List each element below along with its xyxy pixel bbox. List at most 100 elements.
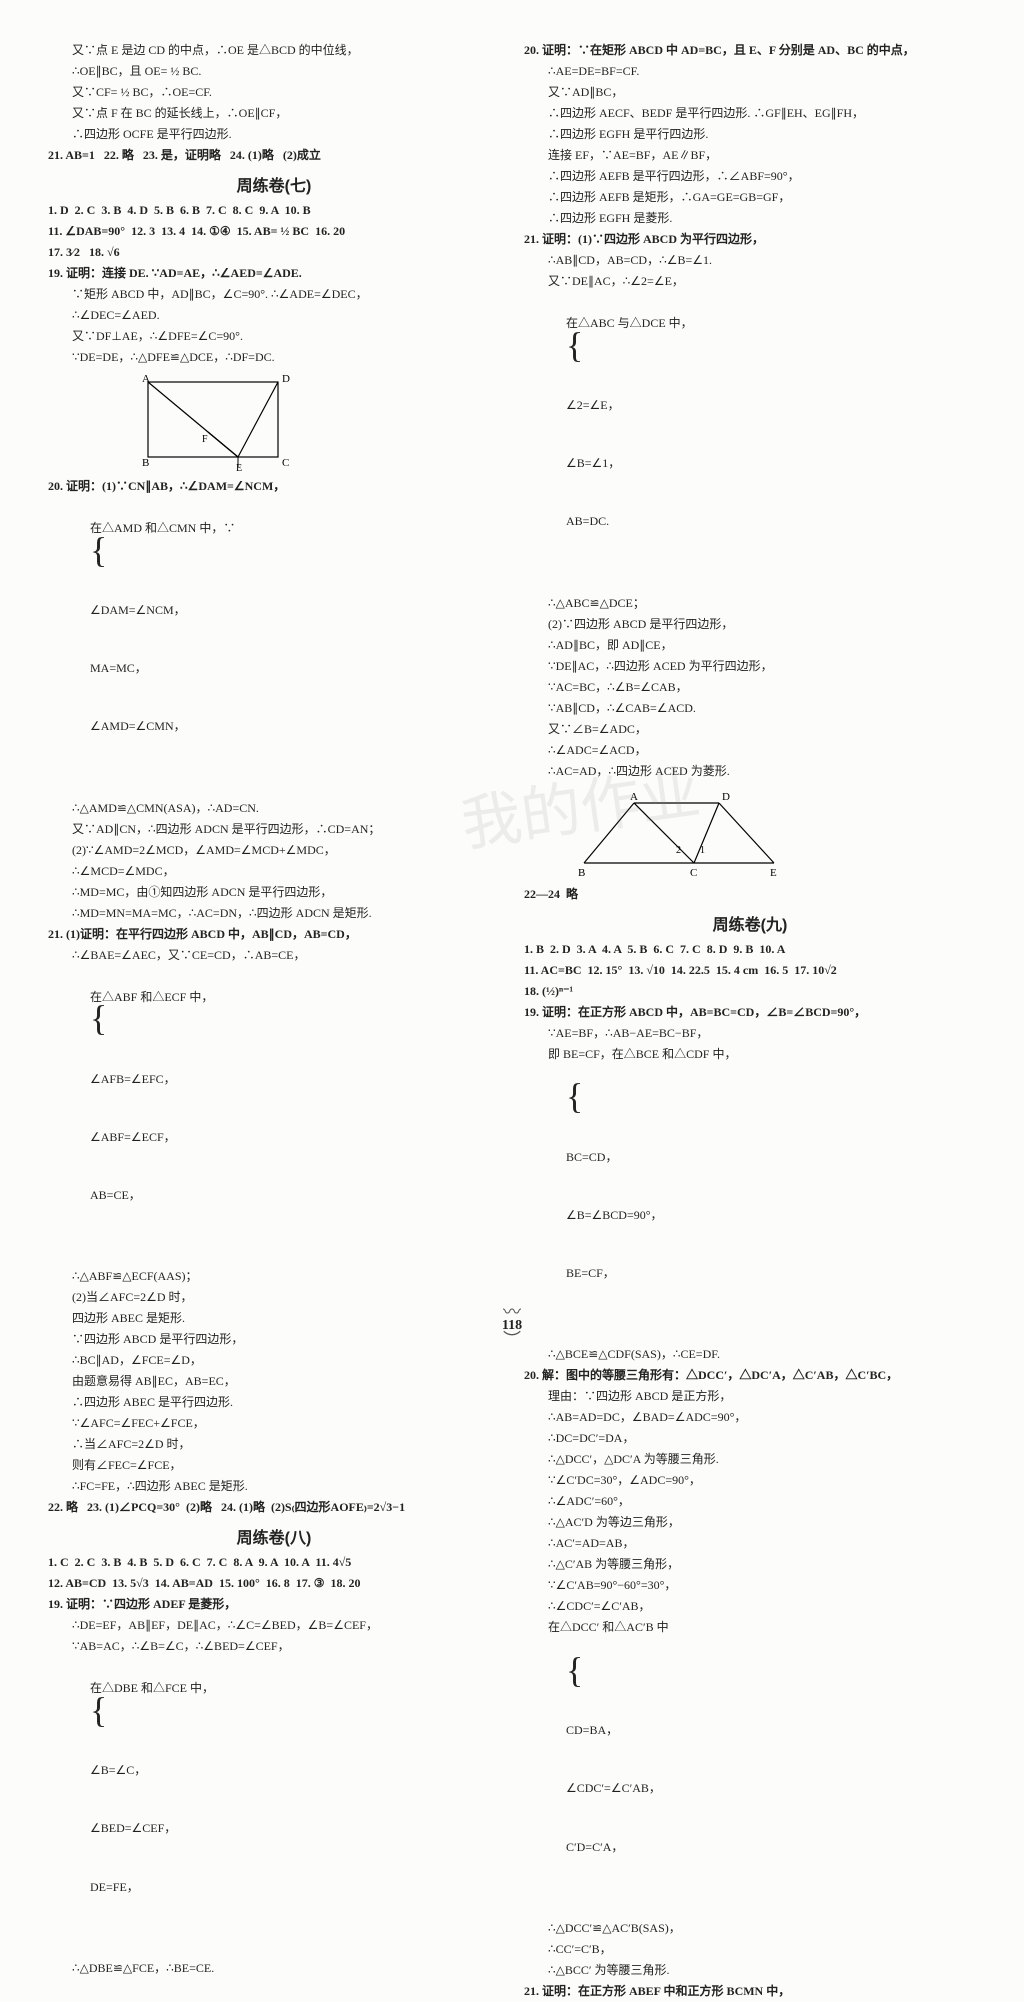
text-line: 22—24 略 — [524, 884, 976, 905]
proof-line: 21. (1)证明：在平行四边形 ABCD 中，AB∥CD，AB=CD， — [48, 924, 500, 945]
answers-line: 17. 3⁄2 18. √6 — [48, 242, 500, 263]
proof-line: (2)当∠AFC=2∠D 时， — [48, 1287, 500, 1308]
section-title-week9: 周练卷(九) — [524, 911, 976, 935]
proof-line: 又∵AD∥BC， — [524, 82, 976, 103]
proof-line: 连接 EF，∵AE=BF，AE∥BF， — [524, 145, 976, 166]
answers-line: 1. B 2. D 3. A 4. A 5. B 6. C 7. C 8. D … — [524, 939, 976, 960]
proof-line: ∴四边形 AEFB 是矩形，∴GA=GE=GB=GF， — [524, 187, 976, 208]
proof-line: ∴FC=FE，∴四边形 ABEC 是矩形. — [48, 1476, 500, 1497]
proof-line: 20. 证明：(1)∵CN∥AB，∴∠DAM=∠NCM， — [48, 476, 500, 497]
proof-line: ∴△BCE≌△CDF(SAS)，∴CE=DF. — [524, 1344, 976, 1365]
proof-line: ∴∠CDC′=∠C′AB， — [524, 1596, 976, 1617]
proof-line: ∵AC=BC，∴∠B=∠CAB， — [524, 677, 976, 698]
svg-text:E: E — [770, 867, 777, 878]
proof-line: ∴△ABF≌△ECF(AAS)； — [48, 1266, 500, 1287]
proof-line: ∴BC∥AD，∠FCE=∠D， — [48, 1350, 500, 1371]
proof-line: ∴AE=DE=BF=CF. — [524, 61, 976, 82]
proof-line: 在△DBE 和△FCE 中， { ∠B=∠C， ∠BED=∠CEF， DE=FE… — [48, 1657, 500, 1958]
proof-line: ∵∠C′DC=30°，∠ADC=90°， — [524, 1470, 976, 1491]
svg-text:A: A — [142, 373, 150, 385]
proof-line: 19. 证明：在正方形 ABCD 中，AB=BC=CD，∠B=∠BCD=90°， — [524, 1002, 976, 1023]
text-line: 又∵点 F 在 BC 的延长线上，∴OE∥CF， — [48, 103, 500, 124]
proof-line: ∴△DBE≌△FCE，∴BE=CE. — [48, 1958, 500, 1979]
proof-line: 又∵DF⊥AE，∴∠DFE=∠C=90°. — [48, 326, 500, 347]
proof-line: (2)∵∠AMD=2∠MCD，∠AMD=∠MCD+∠MDC， — [48, 840, 500, 861]
proof-line: ∴△C′AB 为等腰三角形， — [524, 1554, 976, 1575]
proof-line: 四边形 ABEC 是矩形. — [48, 1308, 500, 1329]
svg-text:A: A — [630, 791, 638, 803]
proof-line: ∴AC′=AD=AB， — [524, 1533, 976, 1554]
ornament-icon: 〰︎ — [502, 1306, 522, 1319]
proof-line: 21. 证明：在正方形 ABEF 中和正方形 BCMN 中， — [524, 1981, 976, 2002]
svg-text:E: E — [236, 463, 242, 472]
proof-line: 由题意易得 AB∥EC，AB=EC， — [48, 1371, 500, 1392]
proof-line: ∴MD=MC，由①知四边形 ADCN 是平行四边形， — [48, 882, 500, 903]
proof-line: ∴DE=EF，AB∥EF，DE∥AC，∴∠C=∠BED，∠B=∠CEF， — [48, 1615, 500, 1636]
text-line: 又∵点 E 是边 CD 的中点，∴OE 是△BCD 的中位线， — [48, 40, 500, 61]
right-column: 20. 证明：∵在矩形 ABCD 中 AD=BC，且 E、F 分别是 AD、BC… — [524, 40, 976, 1300]
proof-line: 在△ABF 和△ECF 中， { ∠AFB=∠EFC， ∠ABF=∠ECF， A… — [48, 966, 500, 1267]
proof-line: ∴∠DEC=∠AED. — [48, 305, 500, 326]
proof-line: ∴四边形 AECF、BEDF 是平行四边形. ∴GF∥EH、EG∥FH， — [524, 103, 976, 124]
svg-text:F: F — [202, 434, 208, 445]
text-line: 22. 略 23. (1)∠PCQ=30° (2)略 24. (1)略 (2)S… — [48, 1497, 500, 1518]
proof-line: 在△DCC′ 和△AC′B 中 — [524, 1617, 976, 1638]
answers-line: 12. AB=CD 13. 5√3 14. AB=AD 15. 100° 16.… — [48, 1573, 500, 1594]
two-column-layout: 又∵点 E 是边 CD 的中点，∴OE 是△BCD 的中位线， ∴OE∥BC，且… — [48, 40, 976, 1300]
proof-line: ∴四边形 EGFH 是菱形. — [524, 208, 976, 229]
proof-line: ∴△AMD≌△CMN(ASA)，∴AD=CN. — [48, 798, 500, 819]
diagram-triangle-ABCDE: A D B C E 2 1 — [564, 788, 784, 878]
proof-line: ∵∠AFC=∠FEC+∠FCE， — [48, 1413, 500, 1434]
proof-line: ∴△BCC′ 为等腰三角形. — [524, 1960, 976, 1981]
proof-line: ∴四边形 ABEC 是平行四边形. — [48, 1392, 500, 1413]
svg-text:D: D — [282, 373, 290, 385]
svg-text:1: 1 — [700, 845, 705, 856]
proof-line: ∴AB∥CD，AB=CD，∴∠B=∠1. — [524, 250, 976, 271]
proof-line: 即 BE=CF，在△BCE 和△CDF 中， — [524, 1044, 976, 1065]
section-title-week7: 周练卷(七) — [48, 172, 500, 196]
proof-line: ∴AB=AD=DC，∠BAD=∠ADC=90°， — [524, 1407, 976, 1428]
answers-line: 11. AC=BC 12. 15° 13. √10 14. 22.5 15. 4… — [524, 960, 976, 981]
proof-line: ∴△DCC′≌△AC′B(SAS)， — [524, 1918, 976, 1939]
proof-line: (2)∵四边形 ABCD 是平行四边形， — [524, 614, 976, 635]
proof-line: ∴∠BAE=∠AEC，又∵CE=CD，∴AB=CE， — [48, 945, 500, 966]
svg-text:2: 2 — [676, 845, 681, 856]
proof-line: ∴四边形 EGFH 是平行四边形. — [524, 124, 976, 145]
proof-line: 20. 解：图中的等腰三角形有：△DCC′，△DC′A，△C′AB，△C′BC， — [524, 1365, 976, 1386]
section-title-week8: 周练卷(八) — [48, 1524, 500, 1548]
proof-line: 在△AMD 和△CMN 中，∵ { ∠DAM=∠NCM， MA=MC， ∠AMD… — [48, 497, 500, 798]
answers-line: 11. ∠DAB=90° 12. 3 13. 4 14. ①④ 15. AB= … — [48, 221, 500, 242]
proof-line: ∴四边形 AEFB 是平行四边形，∴∠ABF=90°， — [524, 166, 976, 187]
text-line: 又∵CF= ½ BC，∴OE=CF. — [48, 82, 500, 103]
proof-line: ∴当∠AFC=2∠D 时， — [48, 1434, 500, 1455]
proof-line: ∵DE=DE，∴△DFE≌△DCE，∴DF=DC. — [48, 347, 500, 368]
proof-line: ∴△ABC≌△DCE； — [524, 593, 976, 614]
page-footer: 〰︎ 118 ︶ — [502, 1306, 522, 1347]
text-line: 21. AB=1 22. 略 23. 是，证明略 24. (1)略 (2)成立 — [48, 145, 500, 166]
answers-line: 18. (½)ⁿ⁻¹ — [524, 981, 976, 1002]
proof-line: ∴△DCC′，△DC′A 为等腰三角形. — [524, 1449, 976, 1470]
proof-line: ∵四边形 ABCD 是平行四边形， — [48, 1329, 500, 1350]
proof-line: { CD=BA， ∠CDC′=∠C′AB， C′D=C′A， — [524, 1638, 976, 1918]
proof-line: 则有∠FEC=∠FCE， — [48, 1455, 500, 1476]
svg-text:D: D — [722, 791, 730, 803]
proof-line: ∴AD∥BC，即 AD∥CE， — [524, 635, 976, 656]
proof-line: 又∵AD∥CN，∴四边形 ADCN 是平行四边形，∴CD=AN； — [48, 819, 500, 840]
proof-line: 21. 证明：(1)∵四边形 ABCD 为平行四边形， — [524, 229, 976, 250]
answers-line: 1. D 2. C 3. B 4. D 5. B 6. B 7. C 8. C … — [48, 200, 500, 221]
proof-line: ∴∠ADC′=60°， — [524, 1491, 976, 1512]
proof-line: 20. 证明：∵在矩形 ABCD 中 AD=BC，且 E、F 分别是 AD、BC… — [524, 40, 976, 61]
ornament-icon: ︶ — [502, 1334, 522, 1347]
proof-line: 19. 证明：∵四边形 ADEF 是菱形， — [48, 1594, 500, 1615]
proof-line: ∴∠MCD=∠MDC， — [48, 861, 500, 882]
proof-line: 又∵DE∥AC，∴∠2=∠E， — [524, 271, 976, 292]
text-line: ∴OE∥BC，且 OE= ½ BC. — [48, 61, 500, 82]
proof-line: 理由：∵四边形 ABCD 是正方形， — [524, 1386, 976, 1407]
text-line: ∴四边形 OCFE 是平行四边形. — [48, 124, 500, 145]
proof-line: ∴AC=AD，∴四边形 ACED 为菱形. — [524, 761, 976, 782]
diagram-rectangle-ADEF: A D B C F E — [138, 372, 308, 472]
proof-line: ∵AB=AC，∴∠B=∠C，∴∠BED=∠CEF， — [48, 1636, 500, 1657]
proof-line: ∴DC=DC′=DA， — [524, 1428, 976, 1449]
svg-text:C: C — [690, 867, 697, 878]
proof-line: ∵矩形 ABCD 中，AD∥BC，∠C=90°. ∴∠ADE=∠DEC， — [48, 284, 500, 305]
